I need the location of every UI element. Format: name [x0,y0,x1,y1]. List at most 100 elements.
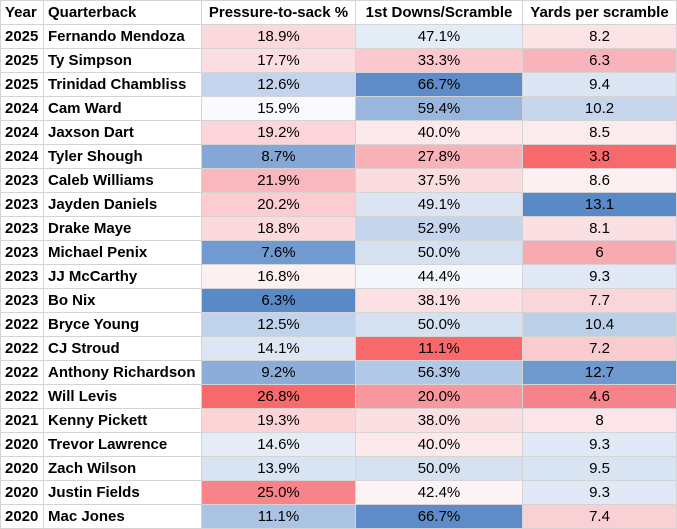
cell-year[interactable]: 2020 [0,480,44,505]
cell-yards-per-scramble[interactable]: 8.1 [522,216,677,241]
cell-yards-per-scramble[interactable]: 7.2 [522,336,677,361]
cell-quarterback[interactable]: Bryce Young [43,312,202,337]
cell-year[interactable]: 2023 [0,288,44,313]
cell-yards-per-scramble[interactable]: 6 [522,240,677,265]
cell-yards-per-scramble[interactable]: 7.7 [522,288,677,313]
cell-yards-per-scramble[interactable]: 9.3 [522,480,677,505]
cell-first-downs-per-scramble[interactable]: 42.4% [355,480,523,505]
cell-quarterback[interactable]: Anthony Richardson [43,360,202,385]
cell-quarterback[interactable]: CJ Stroud [43,336,202,361]
cell-year[interactable]: 2020 [0,504,44,529]
cell-pressure-to-sack[interactable]: 14.6% [201,432,356,457]
cell-yards-per-scramble[interactable]: 13.1 [522,192,677,217]
cell-quarterback[interactable]: Zach Wilson [43,456,202,481]
cell-yards-per-scramble[interactable]: 8.6 [522,168,677,193]
cell-pressure-to-sack[interactable]: 26.8% [201,384,356,409]
cell-pressure-to-sack[interactable]: 16.8% [201,264,356,289]
cell-yards-per-scramble[interactable]: 10.4 [522,312,677,337]
cell-first-downs-per-scramble[interactable]: 59.4% [355,96,523,121]
cell-year[interactable]: 2020 [0,456,44,481]
cell-year[interactable]: 2022 [0,384,44,409]
cell-year[interactable]: 2025 [0,48,44,73]
cell-pressure-to-sack[interactable]: 12.5% [201,312,356,337]
cell-year[interactable]: 2024 [0,144,44,169]
cell-pressure-to-sack[interactable]: 8.7% [201,144,356,169]
cell-first-downs-per-scramble[interactable]: 52.9% [355,216,523,241]
cell-first-downs-per-scramble[interactable]: 50.0% [355,312,523,337]
cell-yards-per-scramble[interactable]: 4.6 [522,384,677,409]
cell-first-downs-per-scramble[interactable]: 38.0% [355,408,523,433]
cell-quarterback[interactable]: Caleb Williams [43,168,202,193]
cell-pressure-to-sack[interactable]: 25.0% [201,480,356,505]
cell-quarterback[interactable]: Kenny Pickett [43,408,202,433]
cell-pressure-to-sack[interactable]: 14.1% [201,336,356,361]
cell-first-downs-per-scramble[interactable]: 50.0% [355,456,523,481]
cell-year[interactable]: 2022 [0,360,44,385]
cell-yards-per-scramble[interactable]: 9.5 [522,456,677,481]
cell-year[interactable]: 2023 [0,240,44,265]
cell-first-downs-per-scramble[interactable]: 66.7% [355,72,523,97]
cell-quarterback[interactable]: Justin Fields [43,480,202,505]
cell-yards-per-scramble[interactable]: 7.4 [522,504,677,529]
cell-pressure-to-sack[interactable]: 15.9% [201,96,356,121]
cell-quarterback[interactable]: Michael Penix [43,240,202,265]
cell-first-downs-per-scramble[interactable]: 38.1% [355,288,523,313]
cell-yards-per-scramble[interactable]: 8.5 [522,120,677,145]
cell-year[interactable]: 2023 [0,168,44,193]
cell-quarterback[interactable]: Jaxson Dart [43,120,202,145]
cell-pressure-to-sack[interactable]: 18.8% [201,216,356,241]
cell-first-downs-per-scramble[interactable]: 33.3% [355,48,523,73]
header-yards-per-scramble[interactable]: Yards per scramble [522,0,677,25]
cell-quarterback[interactable]: Tyler Shough [43,144,202,169]
cell-yards-per-scramble[interactable]: 10.2 [522,96,677,121]
cell-pressure-to-sack[interactable]: 13.9% [201,456,356,481]
cell-first-downs-per-scramble[interactable]: 40.0% [355,120,523,145]
cell-quarterback[interactable]: Cam Ward [43,96,202,121]
cell-first-downs-per-scramble[interactable]: 47.1% [355,24,523,49]
cell-year[interactable]: 2023 [0,192,44,217]
cell-first-downs-per-scramble[interactable]: 56.3% [355,360,523,385]
cell-yards-per-scramble[interactable]: 12.7 [522,360,677,385]
cell-year[interactable]: 2024 [0,120,44,145]
cell-quarterback[interactable]: JJ McCarthy [43,264,202,289]
cell-year[interactable]: 2024 [0,96,44,121]
cell-first-downs-per-scramble[interactable]: 66.7% [355,504,523,529]
cell-first-downs-per-scramble[interactable]: 20.0% [355,384,523,409]
cell-first-downs-per-scramble[interactable]: 27.8% [355,144,523,169]
cell-quarterback[interactable]: Bo Nix [43,288,202,313]
cell-first-downs-per-scramble[interactable]: 50.0% [355,240,523,265]
header-quarterback[interactable]: Quarterback [43,0,202,25]
cell-first-downs-per-scramble[interactable]: 49.1% [355,192,523,217]
cell-pressure-to-sack[interactable]: 7.6% [201,240,356,265]
cell-pressure-to-sack[interactable]: 6.3% [201,288,356,313]
cell-pressure-to-sack[interactable]: 20.2% [201,192,356,217]
cell-year[interactable]: 2023 [0,264,44,289]
cell-first-downs-per-scramble[interactable]: 40.0% [355,432,523,457]
cell-quarterback[interactable]: Will Levis [43,384,202,409]
cell-yards-per-scramble[interactable]: 6.3 [522,48,677,73]
cell-quarterback[interactable]: Mac Jones [43,504,202,529]
cell-quarterback[interactable]: Drake Maye [43,216,202,241]
header-pressure-to-sack[interactable]: Pressure-to-sack % [201,0,356,25]
cell-quarterback[interactable]: Ty Simpson [43,48,202,73]
cell-pressure-to-sack[interactable]: 18.9% [201,24,356,49]
cell-yards-per-scramble[interactable]: 8 [522,408,677,433]
header-year[interactable]: Year [0,0,44,25]
cell-quarterback[interactable]: Trinidad Chambliss [43,72,202,97]
cell-yards-per-scramble[interactable]: 9.4 [522,72,677,97]
cell-yards-per-scramble[interactable]: 9.3 [522,264,677,289]
cell-first-downs-per-scramble[interactable]: 44.4% [355,264,523,289]
cell-quarterback[interactable]: Trevor Lawrence [43,432,202,457]
cell-year[interactable]: 2023 [0,216,44,241]
cell-pressure-to-sack[interactable]: 17.7% [201,48,356,73]
cell-year[interactable]: 2025 [0,24,44,49]
cell-quarterback[interactable]: Fernando Mendoza [43,24,202,49]
cell-yards-per-scramble[interactable]: 8.2 [522,24,677,49]
cell-first-downs-per-scramble[interactable]: 37.5% [355,168,523,193]
cell-year[interactable]: 2022 [0,336,44,361]
cell-year[interactable]: 2022 [0,312,44,337]
cell-pressure-to-sack[interactable]: 12.6% [201,72,356,97]
cell-quarterback[interactable]: Jayden Daniels [43,192,202,217]
cell-year[interactable]: 2021 [0,408,44,433]
cell-pressure-to-sack[interactable]: 11.1% [201,504,356,529]
